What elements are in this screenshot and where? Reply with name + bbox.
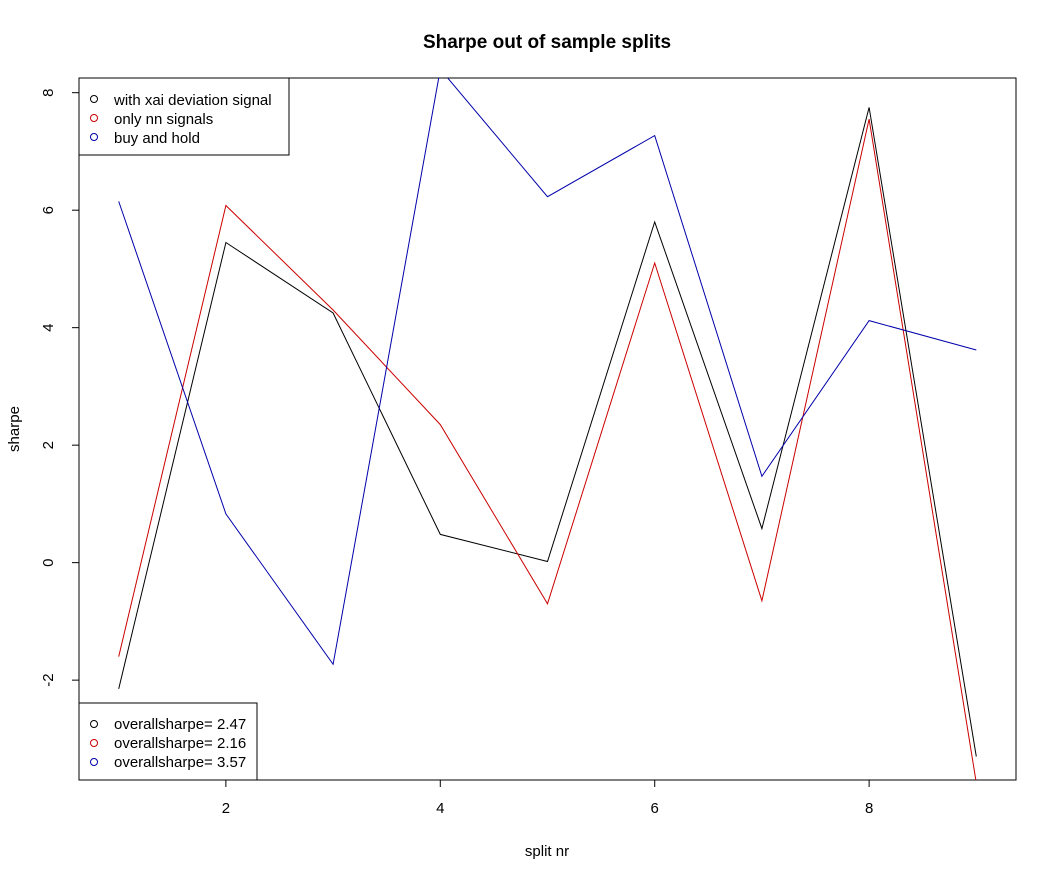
legend-entry-label: with xai deviation signal (113, 92, 272, 109)
series-line-1 (118, 107, 977, 757)
y-tick-label: 4 (40, 323, 57, 331)
plot-frame (78, 77, 1017, 781)
legend-bottom: overallsharpe= 2.47 overallsharpe= 2.16 … (78, 702, 258, 781)
x-axis: 2 4 6 8 (222, 779, 873, 817)
legend-marker (90, 95, 98, 103)
legend-entry-label: overallsharpe= 2.16 (114, 735, 246, 752)
x-tick-label: 4 (436, 800, 444, 817)
legend-top: with xai deviation signal only nn signal… (78, 77, 290, 156)
legend-marker (90, 133, 98, 141)
legend-marker (90, 114, 98, 122)
y-axis: -2 0 2 4 6 8 (40, 89, 80, 687)
legend-entry-label: only nn signals (114, 111, 213, 128)
x-tick-label: 8 (865, 800, 873, 817)
legend-marker (90, 720, 98, 728)
y-tick-label: 2 (40, 441, 57, 449)
y-tick-label: -2 (40, 673, 57, 686)
legend-entry-label: buy and hold (114, 130, 200, 147)
series-line-3 (118, 78, 977, 666)
legend-entry-label: overallsharpe= 3.57 (114, 754, 246, 771)
legend-top-box (78, 77, 290, 156)
y-tick-label: 8 (40, 89, 57, 97)
legend-marker (90, 739, 98, 747)
legend-marker (90, 758, 98, 766)
x-axis-label: split nr (525, 843, 569, 860)
x-tick-label: 2 (222, 800, 230, 817)
chart-title: Sharpe out of sample splits (423, 32, 671, 53)
x-tick-label: 6 (651, 800, 659, 817)
y-tick-label: 0 (40, 558, 57, 566)
y-tick-label: 6 (40, 206, 57, 214)
series-line-2 (118, 118, 977, 780)
legend-bottom-box (78, 702, 258, 781)
series-layer (118, 78, 977, 780)
legend-entry-label: overallsharpe= 2.47 (114, 716, 246, 733)
y-axis-label: sharpe (6, 406, 23, 452)
